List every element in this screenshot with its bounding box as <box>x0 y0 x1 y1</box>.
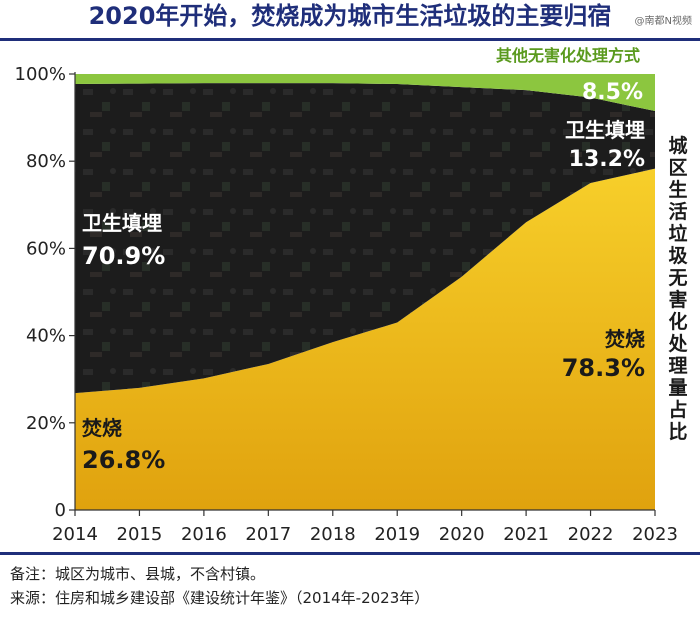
svg-text:圾: 圾 <box>668 245 688 267</box>
svg-text:比: 比 <box>668 421 687 443</box>
incineration-2014-name: 焚烧 <box>82 416 122 440</box>
svg-text:活: 活 <box>668 200 687 223</box>
stacked-area-chart: 0 20% 40% 60% 80% 100% 2014 2015 2016 2017 2018 20… <box>15 46 689 545</box>
svg-text:城: 城 <box>668 134 687 157</box>
area-series-1 <box>75 168 655 510</box>
y-tick-label: 40% <box>26 326 66 347</box>
incineration-2014-value: 26.8% <box>82 446 165 474</box>
x-tick-label: 2019 <box>374 524 420 545</box>
svg-text:区: 区 <box>668 157 687 179</box>
svg-text:化: 化 <box>668 310 687 333</box>
y-tick-label: 60% <box>26 238 66 259</box>
area-series-2 <box>75 83 655 394</box>
svg-text:占: 占 <box>668 398 687 421</box>
landfill-2023-name: 卫生填埋 <box>565 118 645 142</box>
y-tick-label: 20% <box>26 413 66 434</box>
other-series-value: 8.5% <box>582 80 643 105</box>
title-divider <box>0 38 700 41</box>
x-tick-label: 2017 <box>245 524 291 545</box>
x-tick-label: 2014 <box>52 524 98 545</box>
x-tick-label: 2021 <box>503 524 549 545</box>
x-tick-label: 2023 <box>632 524 678 545</box>
footer-divider <box>0 552 700 555</box>
svg-text:垃: 垃 <box>668 222 687 245</box>
svg-text:理: 理 <box>668 355 687 377</box>
svg-text:生: 生 <box>668 178 687 201</box>
x-tick-label: 2018 <box>310 524 356 545</box>
watermark: @南都N视频 <box>634 16 692 27</box>
landfill-2023-value: 13.2% <box>569 147 645 172</box>
svg-text:量: 量 <box>668 377 687 399</box>
svg-text:处: 处 <box>667 332 688 355</box>
x-tick-label: 2015 <box>117 524 163 545</box>
area-series-3 <box>75 74 655 112</box>
incineration-2023-value: 78.3% <box>562 354 645 382</box>
landfill-2014-value: 70.9% <box>82 242 165 270</box>
footnote: 备注：城区为城市、县城，不含村镇。 <box>10 565 266 583</box>
other-series-name: 其他无害化处理方式 <box>496 46 640 65</box>
x-tick-label: 2022 <box>568 524 614 545</box>
svg-text:害: 害 <box>668 288 687 311</box>
y-tick-label: 80% <box>26 151 66 172</box>
source-note: 来源：住房和城乡建设部《建设统计年鉴》（2014年-2023年） <box>10 589 430 607</box>
y-tick-label: 0 <box>55 500 66 521</box>
chart-title: 2020年开始，焚烧成为城市生活垃圾的主要归宿 <box>88 2 612 30</box>
y-tick-label: 100% <box>15 64 66 85</box>
x-tick-label: 2016 <box>181 524 227 545</box>
incineration-2023-name: 焚烧 <box>605 327 645 351</box>
x-tick-label: 2020 <box>439 524 485 545</box>
landfill-2014-name: 卫生填埋 <box>82 211 162 235</box>
svg-text:无: 无 <box>668 267 687 289</box>
